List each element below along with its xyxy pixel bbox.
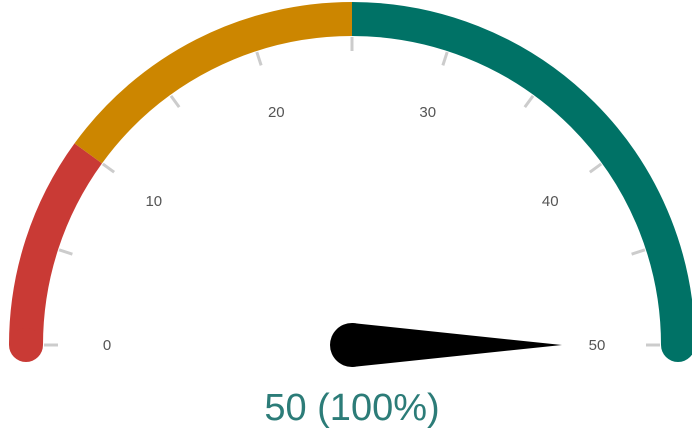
- gauge-tick-label-10: 10: [145, 193, 162, 210]
- gauge-tick-2: [101, 162, 116, 174]
- gauge-tick-label-40: 40: [542, 193, 559, 210]
- gauge-tick-labels: 0 10 20 30 40 50: [103, 104, 606, 354]
- gauge-tick-1: [58, 248, 73, 256]
- gauge-tick-label-30: 30: [419, 104, 436, 121]
- gauge-band-2: [351, 2, 692, 346]
- gauge-tick-label-50: 50: [589, 337, 606, 354]
- gauge-needle: [352, 323, 562, 367]
- gauge-value-readout: 50 (100%): [264, 387, 439, 429]
- gauge-tick-label-0: 0: [103, 337, 111, 354]
- gauge-tick-label-20: 20: [268, 104, 285, 121]
- gauge-ticks: [44, 37, 660, 347]
- gauge-band-0: [9, 143, 103, 346]
- gauge-bands: [9, 2, 692, 362]
- gauge-tick-9: [631, 248, 646, 256]
- gauge-tick-4: [255, 51, 263, 66]
- gauge-band-start-cap: [9, 328, 43, 362]
- gauge-tick-7: [523, 94, 535, 109]
- gauge-tick-3: [169, 94, 181, 109]
- gauge-tick-6: [441, 51, 449, 66]
- gauge-band-1: [74, 2, 353, 164]
- gauge-band-end-cap: [661, 328, 692, 362]
- gauge-needle-group: [330, 323, 562, 367]
- gauge-tick-8: [588, 162, 603, 174]
